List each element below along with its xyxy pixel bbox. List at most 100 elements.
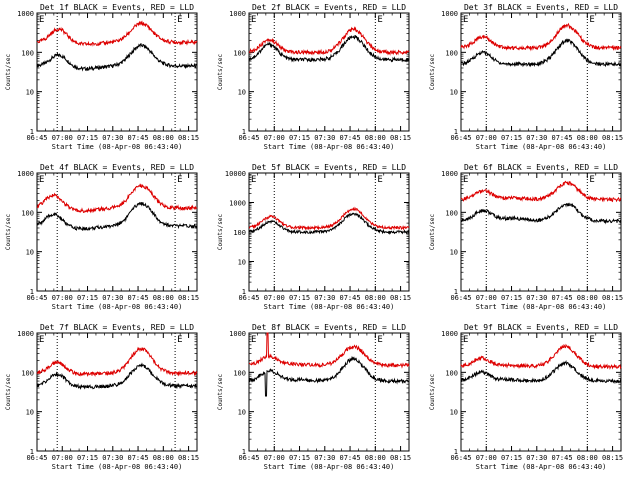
- x-tick-label: 08:00: [577, 454, 598, 462]
- detector-panel-9: Det 9f BLACK = Events, RED = LLD 1 10 100 10…: [429, 323, 623, 471]
- x-tick-label: 07:00: [264, 134, 285, 142]
- detector-panel-4: Det 4f BLACK = Events, RED = LLD 1 10 100 10…: [5, 163, 199, 311]
- x-tick-label: 07:30: [526, 134, 547, 142]
- time-marker-label: E: [589, 335, 594, 345]
- x-tick-label: 07:00: [52, 134, 73, 142]
- y-tick-label: 100: [445, 49, 458, 57]
- x-tick-label: 07:15: [501, 134, 522, 142]
- series-line-lld: [36, 183, 198, 214]
- x-tick-label: 08:00: [365, 294, 386, 302]
- y-tick-label: 1: [30, 128, 34, 136]
- y-axis-label: Counts/sec: [217, 214, 224, 251]
- y-tick-label: 100: [445, 209, 458, 217]
- x-tick-label: 07:45: [340, 134, 361, 142]
- x-tick-label: 07:00: [264, 294, 285, 302]
- y-tick-label: 10: [238, 259, 246, 267]
- y-axis-label: Counts/sec: [429, 374, 436, 411]
- x-tick-label: 07:30: [314, 134, 335, 142]
- time-marker-label: E: [177, 335, 182, 345]
- detector-panel-3: Det 3f BLACK = Events, RED = LLD 1 10 100 10…: [429, 3, 623, 151]
- y-tick-label: 10: [450, 89, 458, 97]
- corner-label: E: [251, 175, 256, 185]
- x-tick-label: 06:45: [238, 294, 259, 302]
- plot-frame: [460, 12, 622, 132]
- x-tick-label: 06:45: [26, 454, 47, 462]
- y-tick-label: 10: [26, 89, 34, 97]
- x-tick-label: 08:15: [390, 294, 411, 302]
- detector-panel-2: Det 2f BLACK = Events, RED = LLD 1 10 100 10…: [217, 3, 411, 151]
- corner-label: E: [251, 15, 256, 25]
- x-tick-label: 08:00: [153, 134, 174, 142]
- y-tick-label: 1000: [229, 330, 246, 338]
- x-tick-label: 08:00: [153, 454, 174, 462]
- y-axis-label: Counts/sec: [5, 54, 12, 91]
- x-tick-label: 07:15: [77, 134, 98, 142]
- y-tick-label: 1000: [441, 10, 458, 18]
- x-tick-label: 08:00: [153, 294, 174, 302]
- series-line-events: [460, 359, 622, 384]
- y-tick-label: 100: [21, 369, 34, 377]
- detector-panel-5: Det 5f BLACK = Events, RED = LLD 1 10 100 10…: [217, 163, 411, 311]
- corner-label: E: [463, 335, 468, 345]
- x-tick-label: 06:45: [26, 294, 47, 302]
- x-tick-label: 07:15: [289, 294, 310, 302]
- x-tick-label: 07:15: [77, 294, 98, 302]
- plot-frame: [460, 332, 622, 452]
- time-marker-label: E: [377, 335, 382, 345]
- x-axis-label: Start Time (08-Apr-08 06:43:40): [476, 463, 607, 471]
- plot-frame: [36, 172, 198, 292]
- y-tick-label: 1: [242, 288, 246, 296]
- detector-panel-6: Det 6f BLACK = Events, RED = LLD 1 10 100 10…: [429, 163, 623, 311]
- y-axis-label: Counts/sec: [429, 54, 436, 91]
- corner-label: E: [39, 335, 44, 345]
- y-tick-label: 1: [242, 128, 246, 136]
- corner-label: E: [463, 15, 468, 25]
- x-tick-label: 07:45: [552, 134, 573, 142]
- x-axis-label: Start Time (08-Apr-08 06:43:40): [264, 143, 395, 151]
- x-tick-label: 07:15: [501, 454, 522, 462]
- time-marker-label: E: [377, 15, 382, 25]
- x-tick-label: 06:45: [26, 134, 47, 142]
- x-tick-label: 08:15: [602, 454, 623, 462]
- x-tick-label: 07:15: [289, 454, 310, 462]
- y-tick-label: 1: [30, 288, 34, 296]
- x-tick-label: 08:15: [178, 454, 199, 462]
- corner-label: E: [463, 175, 468, 185]
- x-tick-label: 07:30: [526, 294, 547, 302]
- y-axis-label: Counts/sec: [429, 214, 436, 251]
- detector-panel-1: Det 1f BLACK = Events, RED = LLD 1 10 100 10…: [5, 3, 199, 151]
- x-tick-label: 08:00: [365, 134, 386, 142]
- panel-title: Det 8f BLACK = Events, RED = LLD: [252, 323, 406, 332]
- time-marker-label: E: [177, 15, 182, 25]
- plot-frame: [460, 172, 622, 292]
- x-tick-label: 07:00: [264, 454, 285, 462]
- series-line-events: [36, 43, 198, 72]
- series-line-events: [36, 362, 198, 390]
- series-line-lld: [36, 346, 198, 377]
- panel-title: Det 5f BLACK = Events, RED = LLD: [252, 163, 406, 172]
- x-tick-label: 07:00: [476, 454, 497, 462]
- time-marker-label: E: [177, 175, 182, 185]
- y-tick-label: 100: [233, 49, 246, 57]
- x-tick-label: 07:15: [77, 454, 98, 462]
- y-tick-label: 100: [233, 229, 246, 237]
- y-tick-label: 1: [30, 448, 34, 456]
- plot-frame: [248, 12, 410, 132]
- x-tick-label: 07:00: [476, 134, 497, 142]
- y-tick-label: 100: [21, 209, 34, 217]
- x-tick-label: 07:45: [340, 454, 361, 462]
- x-tick-label: 07:30: [102, 294, 123, 302]
- series-line-lld: [460, 180, 622, 203]
- y-tick-label: 1: [242, 448, 246, 456]
- x-tick-label: 06:45: [450, 134, 471, 142]
- y-tick-label: 1000: [17, 330, 34, 338]
- series-line-events: [248, 355, 410, 397]
- x-tick-label: 08:00: [365, 454, 386, 462]
- y-tick-label: 1000: [17, 10, 34, 18]
- x-axis-label: Start Time (08-Apr-08 06:43:40): [476, 303, 607, 311]
- y-tick-label: 10: [450, 409, 458, 417]
- y-tick-label: 1: [454, 288, 458, 296]
- x-tick-label: 08:00: [577, 134, 598, 142]
